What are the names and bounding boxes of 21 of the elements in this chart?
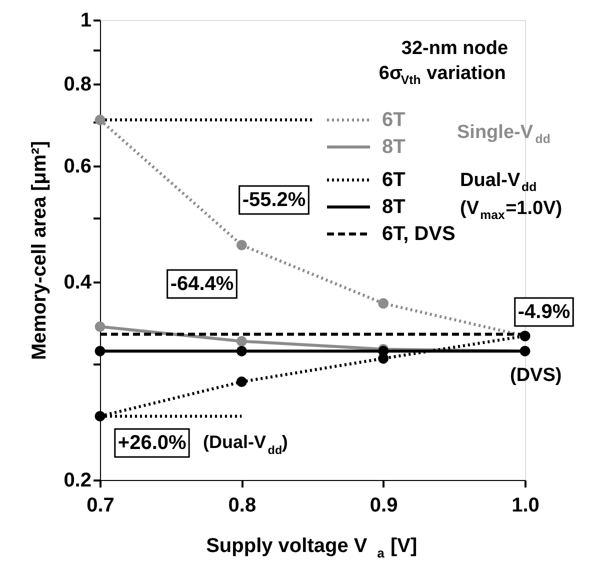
annotation: 32-nm node (401, 38, 508, 59)
legend-label: 8T (382, 196, 406, 218)
y-tick-label: 0.2 (64, 470, 92, 492)
y-tick-label: 0.4 (64, 271, 92, 294)
x-tick-label: 0.7 (86, 494, 114, 516)
annotation: -55.2% (242, 189, 306, 211)
y-axis-title: Memory-cell area [μm²] (28, 141, 51, 360)
annotation: -4.9% (518, 301, 570, 323)
x-tick-label: 0.8 (228, 494, 256, 516)
legend-label: 6T (382, 109, 406, 131)
y-tick-label: 0.8 (64, 73, 92, 96)
annotation: (DVS) (510, 365, 562, 386)
legend-label: 8T (382, 136, 406, 158)
annotation: -64.4% (170, 273, 234, 295)
y-tick-label: 1 (80, 10, 92, 32)
x-tick-label: 1.0 (512, 494, 540, 516)
legend-label: 6T (382, 169, 406, 191)
y-tick-label: 0.6 (64, 156, 92, 178)
annotation: +26.0% (118, 432, 187, 454)
x-tick-label: 0.9 (370, 494, 398, 516)
legend-label: 6T, DVS (382, 223, 456, 245)
